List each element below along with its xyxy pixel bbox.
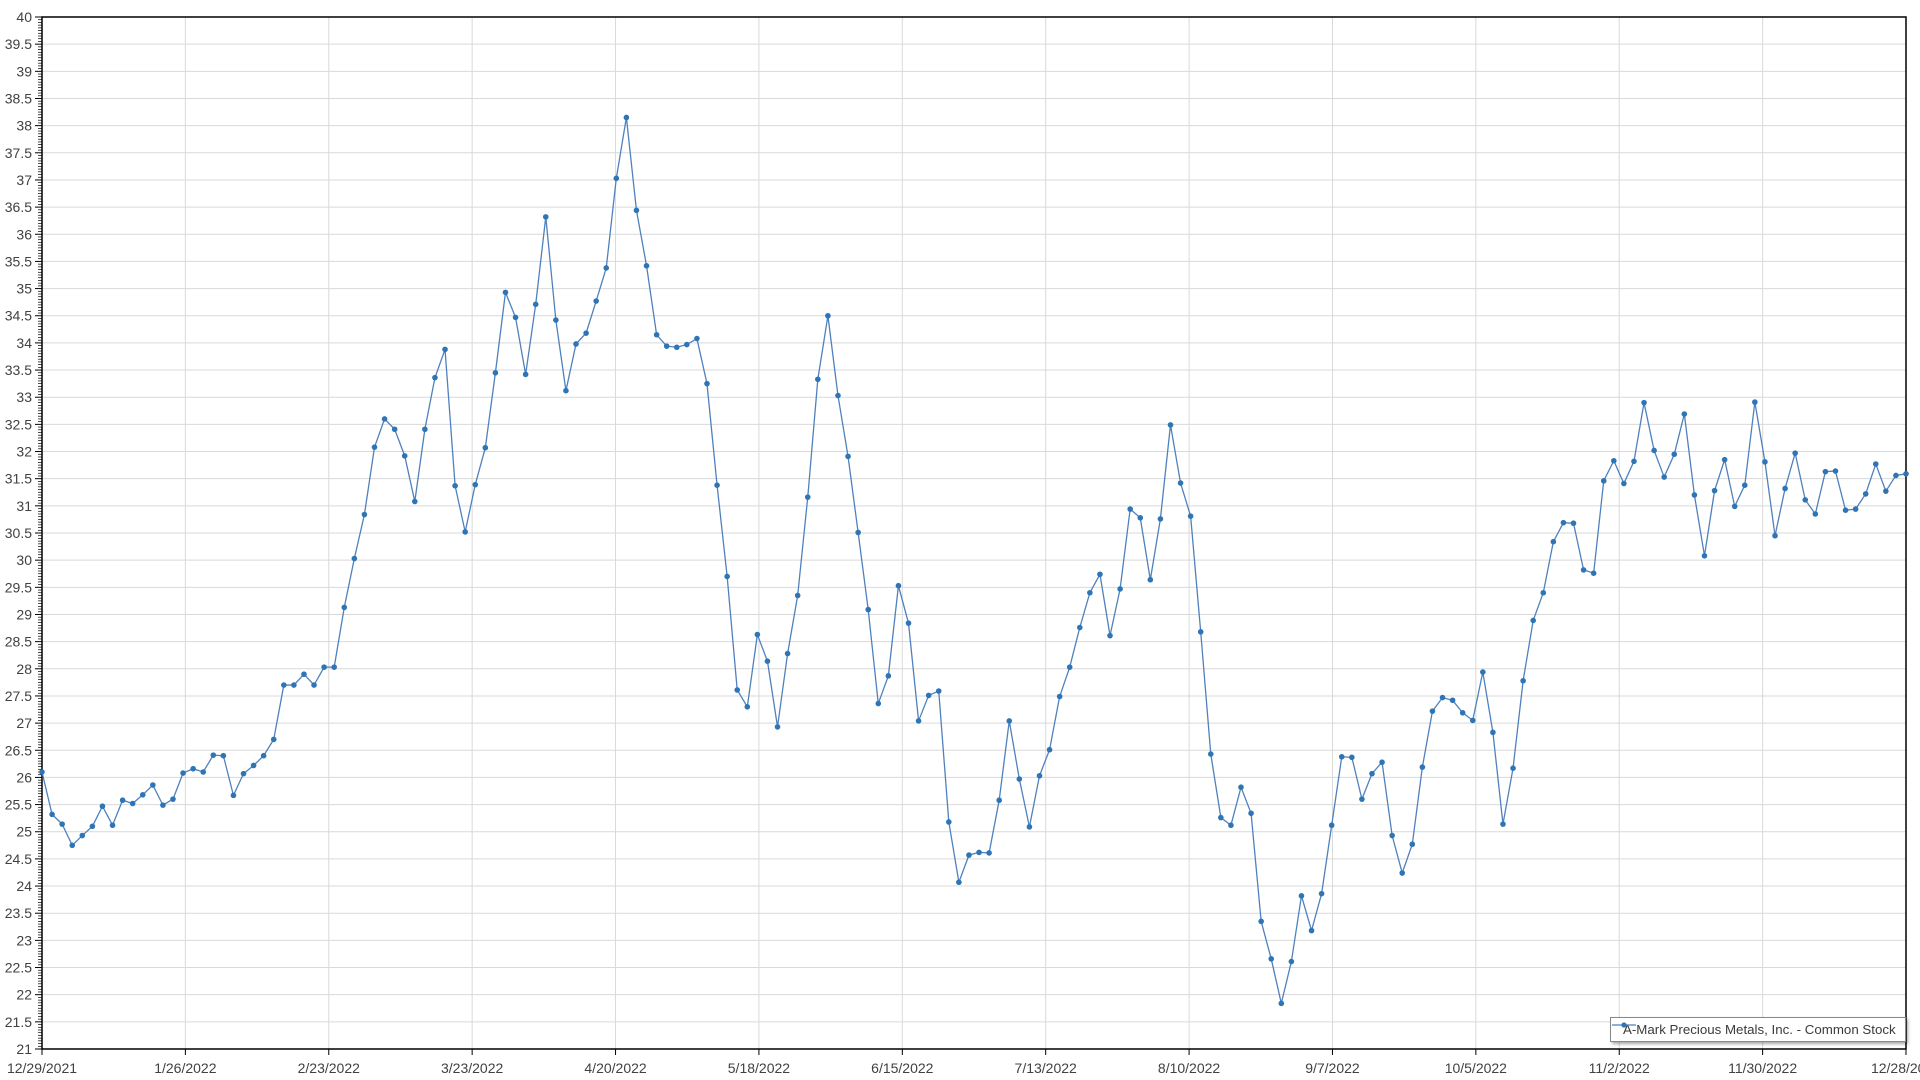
svg-text:38: 38 [16,118,32,134]
svg-text:33: 33 [16,389,32,405]
svg-text:40: 40 [16,9,32,25]
svg-text:22.5: 22.5 [5,960,32,976]
svg-text:23: 23 [16,932,32,948]
svg-text:27.5: 27.5 [5,688,32,704]
svg-text:1/26/2022: 1/26/2022 [154,1060,216,1076]
svg-text:30: 30 [16,552,32,568]
svg-text:31: 31 [16,498,32,514]
svg-text:28: 28 [16,661,32,677]
svg-text:21.5: 21.5 [5,1014,32,1030]
svg-text:2/23/2022: 2/23/2022 [298,1060,360,1076]
svg-text:6/15/2022: 6/15/2022 [871,1060,933,1076]
svg-text:35: 35 [16,281,32,297]
svg-text:22: 22 [16,987,32,1003]
svg-text:29: 29 [16,606,32,622]
svg-text:32: 32 [16,444,32,460]
svg-text:37.5: 37.5 [5,145,32,161]
svg-text:11/2/2022: 11/2/2022 [1589,1060,1650,1076]
svg-text:7/13/2022: 7/13/2022 [1015,1060,1077,1076]
svg-text:35.5: 35.5 [5,253,32,269]
svg-text:5/18/2022: 5/18/2022 [728,1060,790,1076]
svg-text:11/30/2022: 11/30/2022 [1728,1060,1797,1076]
svg-text:32.5: 32.5 [5,416,32,432]
svg-text:30.5: 30.5 [5,525,32,541]
svg-text:39: 39 [16,63,32,79]
svg-text:27: 27 [16,715,32,731]
svg-text:36.5: 36.5 [5,199,32,215]
svg-text:29.5: 29.5 [5,579,32,595]
svg-text:26.5: 26.5 [5,742,32,758]
svg-text:38.5: 38.5 [5,90,32,106]
svg-text:24: 24 [16,878,32,894]
svg-text:25.5: 25.5 [5,797,32,813]
svg-text:31.5: 31.5 [5,471,32,487]
svg-text:34.5: 34.5 [5,308,32,324]
svg-text:12/29/2021: 12/29/2021 [7,1060,77,1076]
svg-text:33.5: 33.5 [5,362,32,378]
svg-text:34: 34 [16,335,32,351]
svg-text:3/23/2022: 3/23/2022 [441,1060,503,1076]
svg-text:24.5: 24.5 [5,851,32,867]
svg-text:4/20/2022: 4/20/2022 [584,1060,646,1076]
svg-text:21: 21 [16,1041,32,1057]
svg-text:36: 36 [16,226,32,242]
svg-text:26: 26 [16,769,32,785]
svg-text:10/5/2022: 10/5/2022 [1445,1060,1507,1076]
svg-text:39.5: 39.5 [5,36,32,52]
svg-text:8/10/2022: 8/10/2022 [1158,1060,1220,1076]
svg-text:25: 25 [16,824,32,840]
svg-text:28.5: 28.5 [5,634,32,650]
svg-text:12/28/2022: 12/28/2022 [1871,1060,1920,1076]
svg-text:23.5: 23.5 [5,905,32,921]
svg-text:9/7/2022: 9/7/2022 [1305,1060,1360,1076]
svg-text:37: 37 [16,172,32,188]
